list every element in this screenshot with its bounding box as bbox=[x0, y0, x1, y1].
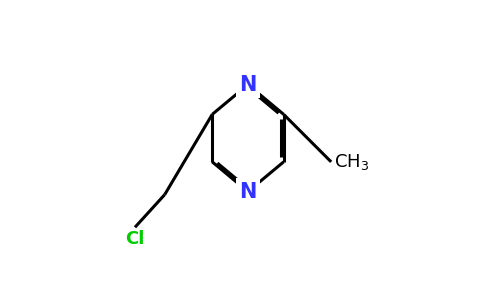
Text: Cl: Cl bbox=[125, 230, 145, 248]
Text: N: N bbox=[239, 182, 257, 202]
Text: N: N bbox=[239, 75, 257, 94]
Text: CH$_3$: CH$_3$ bbox=[334, 152, 369, 172]
